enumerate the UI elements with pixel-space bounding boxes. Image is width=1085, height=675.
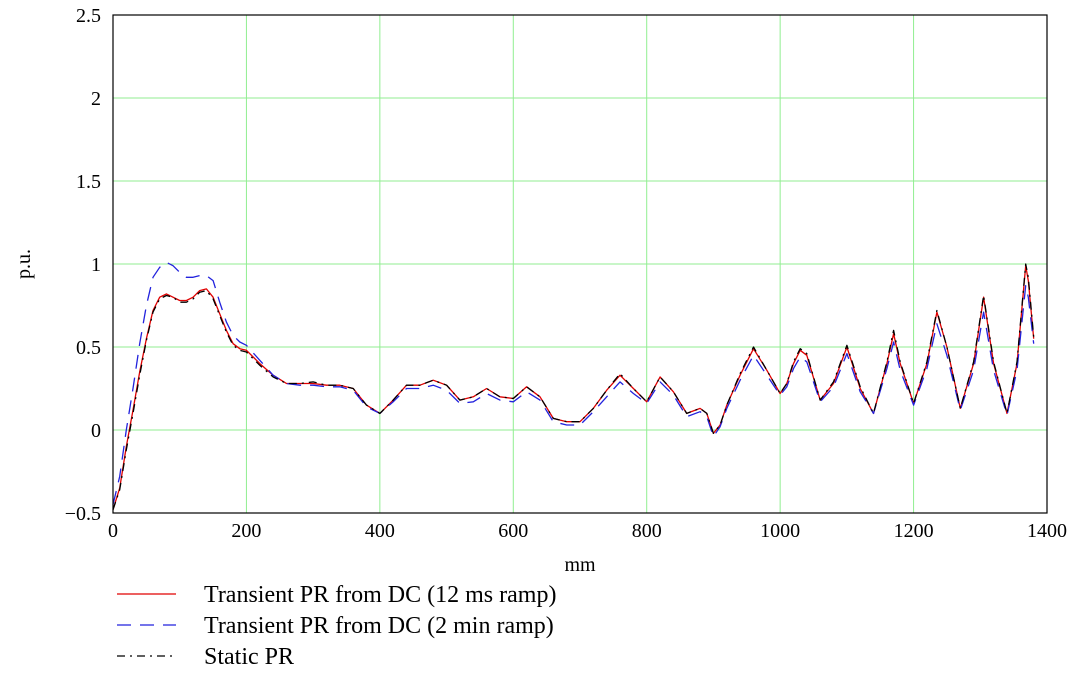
y-tick-label: −0.5: [65, 503, 101, 525]
series-line-1: [112, 261, 1035, 505]
y-tick-label: 0.5: [76, 337, 101, 359]
x-tick-label: 0: [108, 520, 118, 542]
x-tick-labels: 0 200 400 600 800 1000 1200 1400: [108, 520, 1067, 542]
y-tick-label: 2: [91, 88, 101, 110]
legend-label-1: Transient PR from DC (2 min ramp): [204, 613, 554, 639]
x-tick-label: 400: [365, 520, 395, 542]
x-tick-label: 200: [231, 520, 261, 542]
series-line-0: [112, 265, 1035, 510]
grid: [112, 14, 1048, 514]
legend-label-2: Static PR: [204, 644, 294, 670]
legend: Transient PR from DC (12 ms ramp) Transie…: [117, 582, 556, 670]
y-axis-label: p.u.: [13, 249, 35, 279]
legend-label-0: Transient PR from DC (12 ms ramp): [204, 582, 556, 608]
x-tick-label: 600: [498, 520, 528, 542]
y-tick-label: 2.5: [76, 5, 101, 27]
x-tick-label: 1000: [760, 520, 800, 542]
plot-frame: [112, 14, 1048, 514]
y-tick-label: 1.5: [76, 171, 101, 193]
y-tick-labels: −0.5 0 0.5 1 1.5 2 2.5: [65, 5, 101, 525]
y-tick-label: 0: [91, 420, 101, 442]
x-tick-label: 1400: [1027, 520, 1067, 542]
x-tick-label: 800: [632, 520, 662, 542]
x-axis-label: mm: [564, 554, 596, 576]
y-tick-label: 1: [91, 254, 101, 276]
series-line-2: [112, 263, 1035, 510]
x-tick-label: 1200: [894, 520, 934, 542]
series-lines: [112, 261, 1035, 510]
